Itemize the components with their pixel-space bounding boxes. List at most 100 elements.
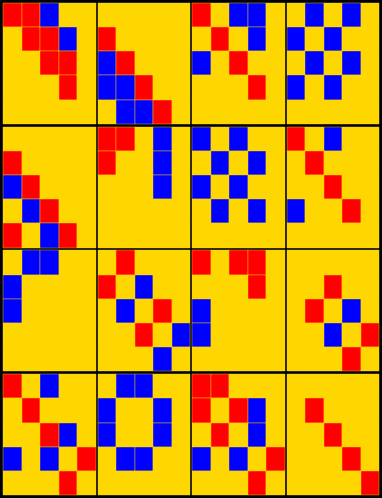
Bar: [3, 447, 21, 471]
Bar: [3, 250, 21, 275]
Bar: [342, 323, 361, 347]
Bar: [229, 323, 248, 347]
Bar: [58, 323, 77, 347]
Bar: [192, 250, 210, 275]
Bar: [134, 299, 153, 323]
Bar: [266, 199, 285, 223]
Bar: [342, 175, 361, 199]
Bar: [58, 100, 77, 124]
Bar: [192, 347, 210, 371]
Bar: [21, 51, 40, 76]
Bar: [286, 299, 305, 323]
Bar: [192, 27, 210, 51]
Bar: [324, 100, 342, 124]
Bar: [40, 398, 58, 422]
Bar: [229, 100, 248, 124]
Bar: [266, 471, 285, 495]
Bar: [192, 151, 210, 175]
Bar: [3, 151, 21, 175]
Bar: [324, 347, 342, 371]
Bar: [286, 223, 305, 248]
Bar: [153, 76, 172, 100]
Bar: [40, 250, 58, 275]
Bar: [3, 3, 21, 27]
Bar: [305, 27, 324, 51]
Bar: [192, 447, 210, 471]
Bar: [361, 175, 379, 199]
Bar: [172, 323, 190, 347]
Bar: [116, 3, 134, 27]
Bar: [210, 151, 229, 175]
Bar: [192, 76, 210, 100]
Bar: [305, 398, 324, 422]
Bar: [153, 299, 172, 323]
Bar: [361, 3, 379, 27]
Bar: [40, 76, 58, 100]
Bar: [77, 175, 96, 199]
Bar: [248, 223, 266, 248]
Bar: [77, 347, 96, 371]
Bar: [192, 398, 210, 422]
Bar: [21, 374, 40, 398]
Bar: [58, 127, 77, 151]
Bar: [97, 422, 116, 447]
Bar: [58, 199, 77, 223]
Bar: [97, 175, 116, 199]
Bar: [134, 223, 153, 248]
Bar: [248, 471, 266, 495]
Bar: [58, 422, 77, 447]
Bar: [192, 175, 210, 199]
Bar: [266, 299, 285, 323]
Bar: [77, 76, 96, 100]
Bar: [3, 471, 21, 495]
Bar: [286, 3, 305, 27]
Bar: [172, 471, 190, 495]
Bar: [21, 471, 40, 495]
Bar: [286, 127, 305, 151]
Bar: [172, 447, 190, 471]
Bar: [172, 199, 190, 223]
Bar: [153, 127, 172, 151]
Bar: [229, 374, 248, 398]
Bar: [342, 447, 361, 471]
Bar: [324, 471, 342, 495]
Bar: [3, 27, 21, 51]
Bar: [21, 323, 40, 347]
Bar: [342, 51, 361, 76]
Bar: [21, 151, 40, 175]
Bar: [266, 3, 285, 27]
Bar: [58, 175, 77, 199]
Bar: [172, 127, 190, 151]
Bar: [97, 199, 116, 223]
Bar: [3, 76, 21, 100]
Bar: [58, 51, 77, 76]
Bar: [248, 199, 266, 223]
Bar: [266, 422, 285, 447]
Bar: [210, 398, 229, 422]
Bar: [324, 422, 342, 447]
Bar: [21, 447, 40, 471]
Bar: [192, 471, 210, 495]
Bar: [248, 447, 266, 471]
Bar: [342, 347, 361, 371]
Bar: [192, 374, 210, 398]
Bar: [361, 471, 379, 495]
Bar: [153, 398, 172, 422]
Bar: [192, 51, 210, 76]
Bar: [3, 100, 21, 124]
Bar: [116, 27, 134, 51]
Bar: [266, 374, 285, 398]
Bar: [361, 223, 379, 248]
Bar: [172, 275, 190, 299]
Bar: [116, 175, 134, 199]
Bar: [21, 127, 40, 151]
Bar: [172, 347, 190, 371]
Bar: [305, 223, 324, 248]
Bar: [324, 175, 342, 199]
Bar: [116, 151, 134, 175]
Bar: [229, 471, 248, 495]
Bar: [248, 250, 266, 275]
Bar: [286, 100, 305, 124]
Bar: [134, 3, 153, 27]
Bar: [324, 151, 342, 175]
